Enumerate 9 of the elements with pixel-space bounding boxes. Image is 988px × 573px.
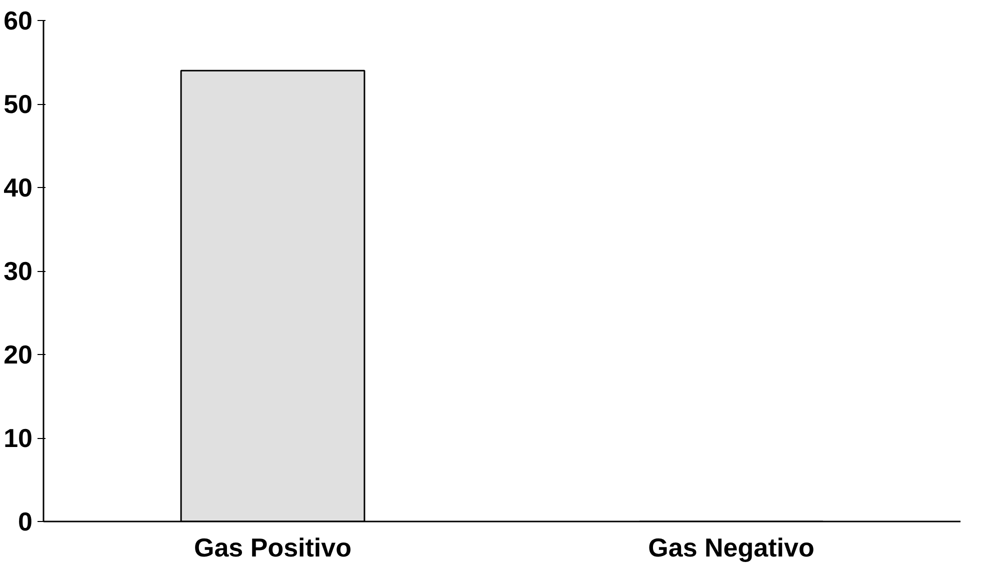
- x-tick-label: Gas Negativo: [648, 532, 814, 562]
- y-tick-label: 10: [4, 423, 32, 453]
- y-tick-label: 20: [4, 340, 32, 370]
- x-tick-label: Gas Positivo: [194, 532, 352, 562]
- y-tick-label: 30: [4, 256, 32, 286]
- y-tick-label: 50: [4, 89, 32, 119]
- y-tick-label: 0: [18, 506, 33, 536]
- y-tick-label: 40: [4, 172, 32, 202]
- y-tick-label: 60: [4, 6, 32, 36]
